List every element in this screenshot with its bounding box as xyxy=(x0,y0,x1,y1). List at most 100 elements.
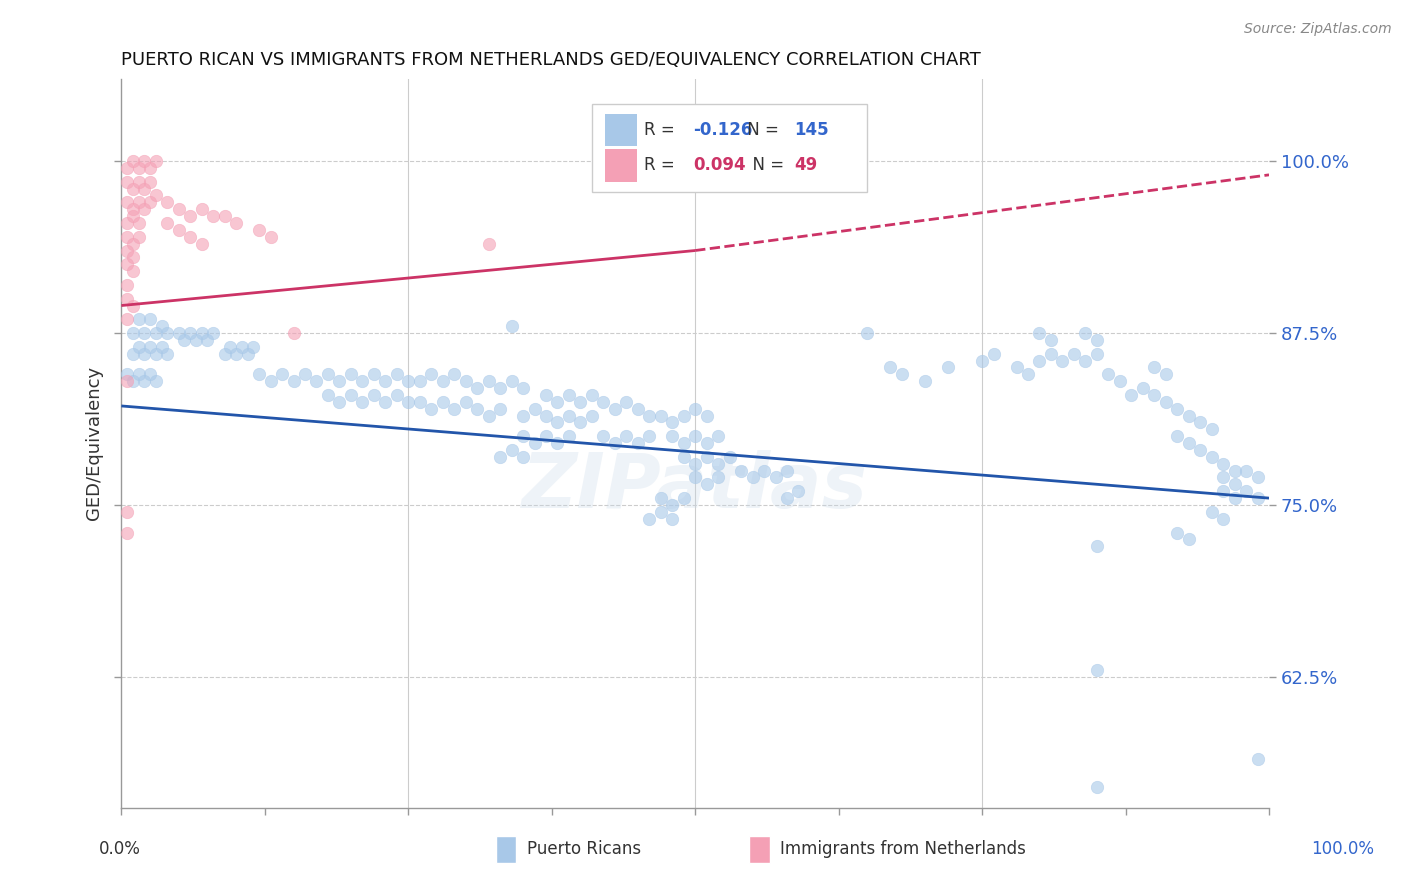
Point xyxy=(1212,512,1234,526)
Point xyxy=(581,409,603,423)
Point xyxy=(707,457,730,471)
Point xyxy=(179,326,201,340)
Point xyxy=(1166,429,1188,443)
Point xyxy=(523,401,546,416)
Point xyxy=(650,409,672,423)
Point xyxy=(139,368,162,382)
Point xyxy=(776,491,799,505)
Point xyxy=(534,388,557,402)
Point xyxy=(1143,388,1166,402)
Point xyxy=(115,216,138,230)
Point xyxy=(374,394,396,409)
Point xyxy=(776,464,799,478)
Point xyxy=(385,388,408,402)
Point xyxy=(115,195,138,210)
Point xyxy=(115,312,138,326)
Point xyxy=(1085,780,1108,794)
Point xyxy=(512,409,534,423)
Point xyxy=(465,401,488,416)
Point xyxy=(134,181,156,195)
Point xyxy=(236,347,259,361)
Point xyxy=(1154,394,1177,409)
Point xyxy=(363,368,385,382)
Point xyxy=(242,340,264,354)
Point xyxy=(283,374,305,388)
Point xyxy=(672,450,695,464)
Point xyxy=(179,229,201,244)
Point xyxy=(1085,347,1108,361)
Point xyxy=(115,505,138,519)
Point xyxy=(1121,388,1143,402)
Point xyxy=(247,368,270,382)
Point xyxy=(1234,484,1257,499)
Point xyxy=(478,409,501,423)
Point xyxy=(752,464,775,478)
Point xyxy=(134,374,156,388)
Point xyxy=(145,154,167,169)
Point xyxy=(340,388,363,402)
Text: 100.0%: 100.0% xyxy=(1312,840,1374,858)
Point xyxy=(1052,353,1074,368)
Point xyxy=(1212,457,1234,471)
Point xyxy=(730,464,752,478)
Point xyxy=(128,161,150,175)
Point xyxy=(139,312,162,326)
Point xyxy=(167,326,190,340)
Point xyxy=(396,374,419,388)
Point xyxy=(328,374,350,388)
Point xyxy=(1085,539,1108,553)
Point xyxy=(1223,464,1246,478)
Point xyxy=(231,340,253,354)
Point xyxy=(150,319,173,334)
Point xyxy=(134,347,156,361)
Point xyxy=(661,429,683,443)
Point xyxy=(1017,368,1039,382)
Point xyxy=(121,236,143,251)
Point xyxy=(259,374,281,388)
Point xyxy=(569,416,592,430)
Point xyxy=(294,368,316,382)
FancyBboxPatch shape xyxy=(592,104,868,192)
Point xyxy=(638,429,661,443)
Point xyxy=(420,368,443,382)
Point xyxy=(614,429,637,443)
Point xyxy=(190,236,212,251)
Point xyxy=(145,347,167,361)
Y-axis label: GED/Equivalency: GED/Equivalency xyxy=(86,366,103,520)
Point xyxy=(501,319,523,334)
Point xyxy=(638,409,661,423)
Point xyxy=(478,236,501,251)
Point xyxy=(741,470,763,484)
Text: Puerto Ricans: Puerto Ricans xyxy=(527,840,641,858)
Point xyxy=(1189,416,1212,430)
Point xyxy=(1063,347,1085,361)
Point xyxy=(1246,491,1268,505)
Point xyxy=(558,409,581,423)
Point xyxy=(128,195,150,210)
Point xyxy=(128,340,150,354)
Point xyxy=(396,394,419,409)
Point xyxy=(1028,353,1050,368)
Point xyxy=(1201,422,1223,436)
Point xyxy=(972,353,994,368)
Point xyxy=(1028,326,1050,340)
Point xyxy=(145,188,167,202)
FancyBboxPatch shape xyxy=(605,150,637,181)
Point xyxy=(1201,450,1223,464)
Point xyxy=(465,381,488,395)
Point xyxy=(546,416,568,430)
Point xyxy=(787,484,810,499)
Point xyxy=(225,347,247,361)
Point xyxy=(683,429,706,443)
Point xyxy=(478,374,501,388)
Point xyxy=(1246,752,1268,766)
Point xyxy=(1143,360,1166,375)
Point xyxy=(316,388,339,402)
Point xyxy=(512,381,534,395)
Point xyxy=(190,202,212,217)
Point xyxy=(592,394,614,409)
Point xyxy=(145,326,167,340)
Point xyxy=(1177,409,1199,423)
Point xyxy=(247,223,270,237)
Point xyxy=(121,326,143,340)
